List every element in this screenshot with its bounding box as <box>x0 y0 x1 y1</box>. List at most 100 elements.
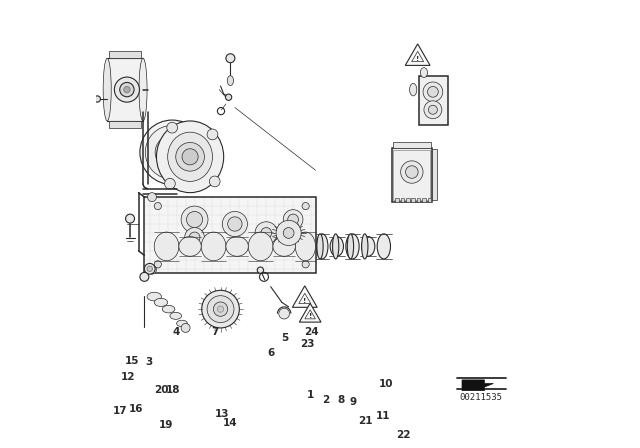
Bar <box>432 149 437 200</box>
Text: 3: 3 <box>145 357 152 367</box>
Text: 13: 13 <box>214 409 229 419</box>
Ellipse shape <box>273 237 296 256</box>
Text: 18: 18 <box>166 385 180 395</box>
Circle shape <box>428 105 437 114</box>
Text: 4: 4 <box>172 327 179 337</box>
Circle shape <box>125 214 134 223</box>
Circle shape <box>94 96 100 102</box>
Ellipse shape <box>346 234 359 259</box>
Circle shape <box>218 306 224 312</box>
Ellipse shape <box>154 298 168 306</box>
Ellipse shape <box>139 58 147 121</box>
Ellipse shape <box>179 237 201 256</box>
Circle shape <box>145 263 155 274</box>
Circle shape <box>147 266 152 271</box>
Circle shape <box>168 148 177 157</box>
Circle shape <box>209 176 220 187</box>
Circle shape <box>164 178 175 189</box>
Text: 21: 21 <box>358 416 372 426</box>
Text: 1: 1 <box>307 390 314 400</box>
Circle shape <box>207 129 218 140</box>
Ellipse shape <box>362 237 375 256</box>
Text: 14: 14 <box>223 418 237 428</box>
Bar <box>392 148 432 202</box>
Circle shape <box>255 222 278 244</box>
Text: 20: 20 <box>154 385 168 395</box>
Text: 8: 8 <box>337 395 344 405</box>
Circle shape <box>401 161 423 183</box>
Circle shape <box>225 94 232 100</box>
Ellipse shape <box>157 121 224 193</box>
Polygon shape <box>462 380 493 391</box>
Bar <box>109 51 141 58</box>
Circle shape <box>202 290 239 328</box>
Circle shape <box>284 210 303 229</box>
Circle shape <box>226 54 235 63</box>
Bar <box>419 76 448 125</box>
Text: !: ! <box>308 314 312 319</box>
Bar <box>422 198 426 202</box>
Text: 16: 16 <box>129 405 143 414</box>
Text: 10: 10 <box>379 379 394 389</box>
Ellipse shape <box>154 232 179 261</box>
Circle shape <box>302 261 309 268</box>
Ellipse shape <box>103 58 111 121</box>
Text: 12: 12 <box>121 372 136 382</box>
Circle shape <box>115 77 140 102</box>
Ellipse shape <box>147 292 161 301</box>
Ellipse shape <box>420 68 428 78</box>
Text: 6: 6 <box>267 348 275 358</box>
Circle shape <box>423 82 443 102</box>
Ellipse shape <box>330 237 344 256</box>
Circle shape <box>163 142 182 162</box>
Ellipse shape <box>227 76 234 86</box>
Circle shape <box>228 217 242 231</box>
Bar <box>109 121 141 128</box>
Text: 17: 17 <box>113 406 127 416</box>
Ellipse shape <box>226 237 248 256</box>
Bar <box>108 58 143 121</box>
Circle shape <box>261 228 271 238</box>
Circle shape <box>154 202 161 210</box>
Circle shape <box>213 302 228 316</box>
Circle shape <box>181 323 190 332</box>
Circle shape <box>302 202 309 210</box>
Ellipse shape <box>317 234 328 259</box>
Circle shape <box>222 211 248 237</box>
Ellipse shape <box>362 234 368 259</box>
Text: 23: 23 <box>300 339 315 349</box>
Circle shape <box>288 214 298 225</box>
Ellipse shape <box>348 234 354 259</box>
Ellipse shape <box>168 132 212 181</box>
Circle shape <box>406 166 418 178</box>
Circle shape <box>185 228 204 247</box>
Circle shape <box>279 308 289 319</box>
Circle shape <box>148 193 157 202</box>
Circle shape <box>189 232 200 243</box>
Circle shape <box>182 149 198 165</box>
Circle shape <box>124 86 130 93</box>
Circle shape <box>428 86 438 97</box>
Ellipse shape <box>333 234 339 259</box>
Text: 24: 24 <box>304 327 319 337</box>
Bar <box>417 198 420 202</box>
Text: !: ! <box>303 298 307 304</box>
Text: 19: 19 <box>159 420 173 430</box>
Circle shape <box>207 296 234 323</box>
Ellipse shape <box>201 232 226 261</box>
Circle shape <box>145 125 199 179</box>
Circle shape <box>186 211 203 228</box>
Ellipse shape <box>170 312 182 319</box>
Circle shape <box>140 120 204 185</box>
Bar <box>396 198 399 202</box>
Circle shape <box>167 122 177 133</box>
Polygon shape <box>300 303 321 322</box>
Text: 22: 22 <box>396 431 410 440</box>
Bar <box>406 198 410 202</box>
Bar <box>393 142 431 148</box>
Circle shape <box>424 101 442 119</box>
Bar <box>428 198 431 202</box>
Text: !: ! <box>416 56 419 62</box>
Circle shape <box>181 206 208 233</box>
Ellipse shape <box>377 234 390 259</box>
